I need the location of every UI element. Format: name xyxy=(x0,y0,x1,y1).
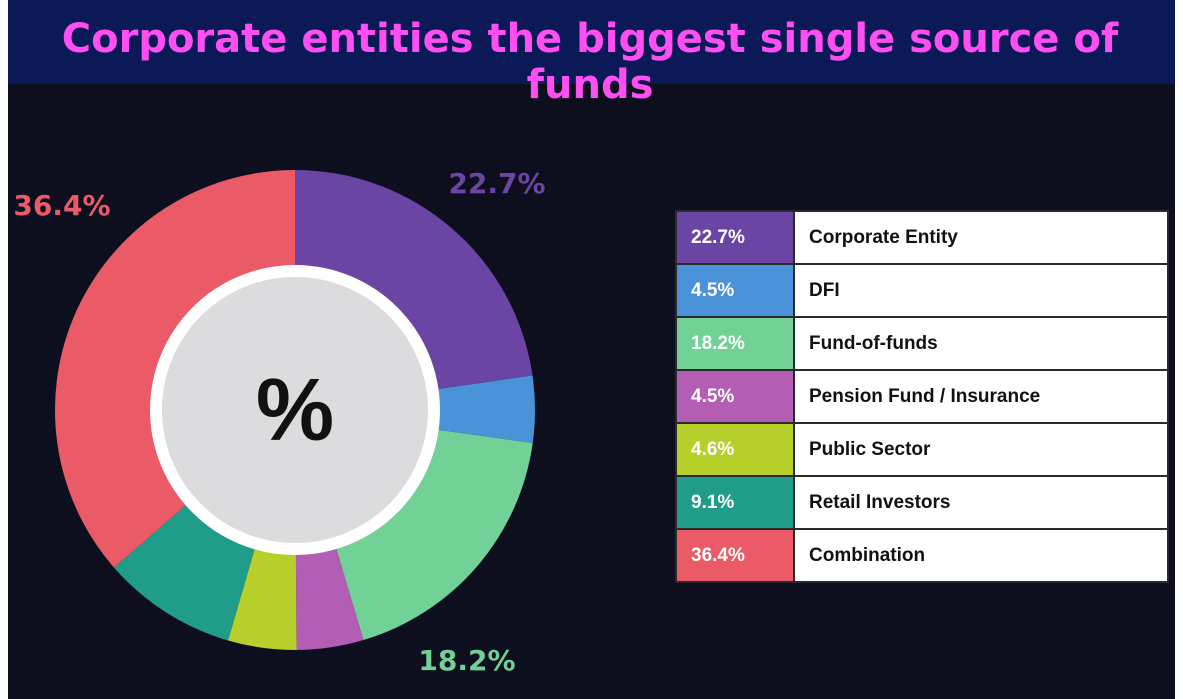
legend-value: 9.1% xyxy=(675,475,795,530)
slice-label: 36.4% xyxy=(13,189,110,222)
legend-label: Retail Investors xyxy=(793,475,1169,530)
legend-label: DFI xyxy=(793,263,1169,318)
legend-row: 22.7% Corporate Entity xyxy=(675,210,1169,265)
legend-value: 4.6% xyxy=(675,422,795,477)
legend-row: 4.5% Pension Fund / Insurance xyxy=(675,369,1169,424)
legend-row: 4.6% Public Sector xyxy=(675,422,1169,477)
legend-value: 18.2% xyxy=(675,316,795,371)
center-label: % xyxy=(256,360,334,459)
title-bar xyxy=(8,0,1175,84)
legend-label: Combination xyxy=(793,528,1169,583)
legend-label: Fund-of-funds xyxy=(793,316,1169,371)
legend-label: Pension Fund / Insurance xyxy=(793,369,1169,424)
legend-label: Public Sector xyxy=(793,422,1169,477)
slice-label: 22.7% xyxy=(448,167,545,200)
legend-row: 36.4% Combination xyxy=(675,528,1169,583)
center-disc xyxy=(162,277,428,543)
slice-label: 18.2% xyxy=(418,644,515,677)
chart-title: Corporate entities the biggest single so… xyxy=(61,16,1119,108)
legend-row: 18.2% Fund-of-funds xyxy=(675,316,1169,371)
legend-row: 9.1% Retail Investors xyxy=(675,475,1169,530)
legend-row: 4.5% DFI xyxy=(675,263,1169,318)
legend-table: 22.7% Corporate Entity 4.5% DFI 18.2% Fund-of… xyxy=(675,210,1169,583)
legend-value: 4.5% xyxy=(675,369,795,424)
legend-label: Corporate Entity xyxy=(793,210,1169,265)
legend-value: 22.7% xyxy=(675,210,795,265)
legend-value: 4.5% xyxy=(675,263,795,318)
legend-value: 36.4% xyxy=(675,528,795,583)
